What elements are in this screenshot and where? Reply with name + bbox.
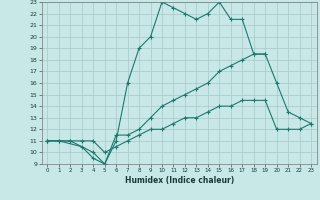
X-axis label: Humidex (Indice chaleur): Humidex (Indice chaleur)	[124, 176, 234, 185]
